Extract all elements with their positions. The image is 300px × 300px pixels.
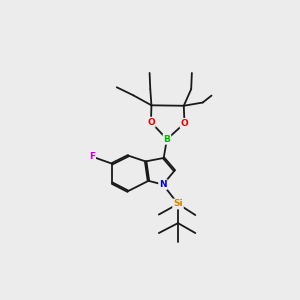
Text: F: F (89, 152, 95, 161)
Text: Si: Si (173, 200, 183, 208)
Text: O: O (147, 118, 155, 127)
Text: N: N (159, 180, 167, 189)
Text: O: O (181, 119, 188, 128)
Text: B: B (164, 135, 170, 144)
